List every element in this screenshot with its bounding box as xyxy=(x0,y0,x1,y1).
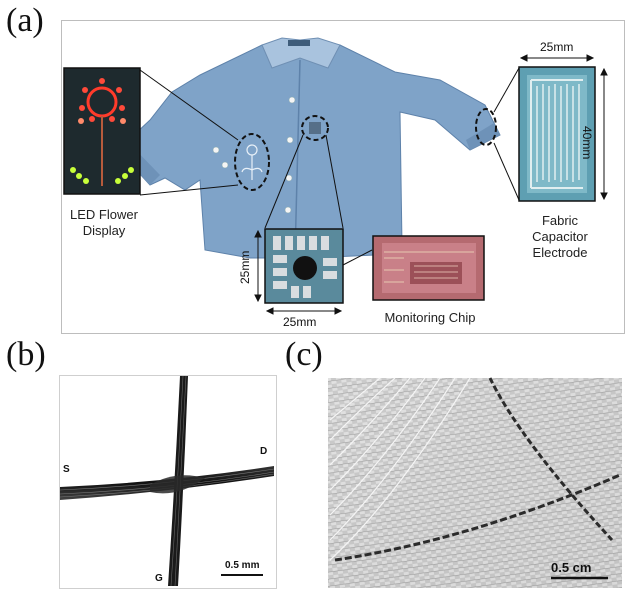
cap-caption-line1: Fabric xyxy=(541,213,579,228)
patch-width-label: 25mm xyxy=(283,315,317,329)
loose-threads xyxy=(329,377,471,561)
callout-lines xyxy=(139,67,520,266)
panel-c-label: (c) xyxy=(285,336,323,373)
panel-b-scale-label: 0.5 mm xyxy=(225,560,260,571)
chip-caption: Monitoring Chip xyxy=(384,310,476,325)
capacitor-callout-ellipse xyxy=(475,108,497,146)
chip-micrograph-inset xyxy=(372,235,485,301)
chip-callout-ellipse xyxy=(301,115,329,141)
panel-c-scale-label: 0.5 cm xyxy=(551,560,592,575)
panel-b-label: (b) xyxy=(6,336,46,373)
led-display-inset xyxy=(63,67,141,195)
drain-terminal-label: D xyxy=(260,446,268,457)
panel-a-label: (a) xyxy=(6,2,44,39)
led-caption-line2: Display xyxy=(82,223,126,238)
flower-callout-ellipse xyxy=(234,133,270,191)
conductive-yarn-horizontal xyxy=(334,473,621,562)
capacitor-caption: Fabric Capacitor Electrode xyxy=(515,213,605,261)
junction xyxy=(150,475,205,494)
capacitor-inset xyxy=(518,66,596,202)
cap-caption-line3: Electrode xyxy=(532,245,588,260)
shirt-collar xyxy=(261,37,341,69)
cap-caption-line2: Capacitor xyxy=(532,229,588,244)
led-caption-line1: LED Flower xyxy=(70,207,138,222)
collar-tag xyxy=(288,40,310,46)
panel-b-frame xyxy=(59,375,277,589)
led-display-caption: LED Flower Display xyxy=(62,207,146,239)
patch-dimension-arrows xyxy=(254,229,343,315)
shirt-buttons xyxy=(212,96,296,214)
chip-patch-inset xyxy=(264,228,344,304)
cap-dimension-arrows xyxy=(519,54,608,201)
conductive-yarn-diagonal xyxy=(488,377,614,542)
source-terminal-label: S xyxy=(63,464,70,475)
cap-width-label: 25mm xyxy=(540,40,574,54)
gate-terminal-label: G xyxy=(155,573,163,584)
sleeve-flower xyxy=(241,144,263,180)
